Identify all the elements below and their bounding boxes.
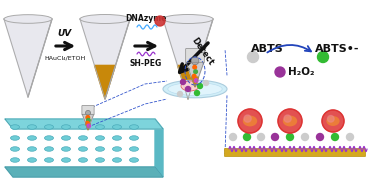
Circle shape: [192, 74, 196, 78]
Polygon shape: [86, 124, 90, 130]
Circle shape: [181, 80, 186, 84]
FancyBboxPatch shape: [224, 149, 365, 156]
Ellipse shape: [27, 158, 36, 162]
Polygon shape: [95, 65, 115, 99]
Circle shape: [197, 84, 203, 88]
Polygon shape: [177, 65, 198, 99]
Ellipse shape: [112, 158, 121, 162]
Ellipse shape: [95, 158, 105, 162]
Circle shape: [243, 133, 250, 140]
Ellipse shape: [79, 136, 88, 140]
Ellipse shape: [79, 125, 88, 129]
Circle shape: [194, 79, 198, 82]
Ellipse shape: [45, 158, 53, 162]
Circle shape: [247, 51, 259, 63]
Ellipse shape: [45, 136, 53, 140]
Ellipse shape: [243, 116, 257, 126]
Text: ABTS: ABTS: [251, 44, 283, 54]
Polygon shape: [5, 167, 163, 177]
Circle shape: [286, 133, 293, 140]
Circle shape: [322, 110, 344, 132]
Polygon shape: [4, 19, 52, 97]
Circle shape: [316, 133, 324, 140]
Ellipse shape: [62, 136, 70, 140]
Ellipse shape: [95, 136, 105, 140]
Circle shape: [244, 115, 251, 122]
Circle shape: [230, 133, 236, 140]
Polygon shape: [191, 77, 198, 87]
Ellipse shape: [4, 15, 52, 23]
Ellipse shape: [62, 147, 70, 151]
Circle shape: [86, 116, 90, 119]
Circle shape: [347, 133, 354, 140]
Text: UV: UV: [58, 29, 72, 38]
Ellipse shape: [129, 136, 138, 140]
Ellipse shape: [129, 147, 138, 151]
Ellipse shape: [112, 147, 121, 151]
Circle shape: [302, 133, 309, 140]
Ellipse shape: [326, 116, 339, 126]
Ellipse shape: [168, 83, 222, 95]
FancyBboxPatch shape: [82, 105, 94, 115]
Ellipse shape: [95, 125, 105, 129]
Ellipse shape: [27, 125, 36, 129]
Ellipse shape: [45, 125, 53, 129]
Polygon shape: [80, 19, 130, 65]
Circle shape: [191, 57, 199, 65]
Circle shape: [193, 65, 197, 69]
Circle shape: [85, 110, 91, 115]
Circle shape: [284, 115, 291, 122]
Ellipse shape: [283, 116, 297, 126]
Ellipse shape: [10, 136, 20, 140]
Ellipse shape: [45, 147, 53, 151]
Ellipse shape: [62, 158, 70, 162]
Circle shape: [194, 91, 200, 95]
Text: H₂O₂: H₂O₂: [288, 67, 315, 77]
Polygon shape: [155, 119, 163, 177]
Circle shape: [272, 133, 279, 140]
Circle shape: [204, 81, 209, 85]
Ellipse shape: [181, 81, 199, 91]
Circle shape: [86, 121, 89, 125]
Ellipse shape: [10, 147, 20, 151]
Polygon shape: [5, 119, 163, 129]
Text: DNAzyme: DNAzyme: [125, 14, 167, 23]
Circle shape: [318, 51, 328, 63]
Ellipse shape: [79, 158, 88, 162]
Circle shape: [87, 124, 91, 128]
Ellipse shape: [80, 15, 130, 23]
Circle shape: [86, 119, 90, 122]
Ellipse shape: [27, 147, 36, 151]
Ellipse shape: [79, 147, 88, 151]
Text: HAuCl₄/ETOH: HAuCl₄/ETOH: [45, 56, 86, 61]
Ellipse shape: [62, 125, 70, 129]
Ellipse shape: [129, 125, 138, 129]
Ellipse shape: [27, 136, 36, 140]
Text: ABTS•-: ABTS•-: [315, 44, 359, 54]
Circle shape: [328, 115, 334, 122]
Circle shape: [257, 133, 265, 140]
Ellipse shape: [10, 125, 20, 129]
Text: Detect: Detect: [189, 36, 215, 68]
Circle shape: [278, 109, 302, 133]
Circle shape: [155, 16, 165, 26]
Polygon shape: [163, 19, 213, 65]
Polygon shape: [82, 114, 93, 124]
Polygon shape: [186, 62, 204, 77]
Circle shape: [275, 67, 285, 77]
Circle shape: [177, 91, 183, 97]
Ellipse shape: [112, 136, 121, 140]
Ellipse shape: [163, 80, 227, 98]
Ellipse shape: [129, 158, 138, 162]
Circle shape: [332, 133, 338, 140]
Ellipse shape: [163, 15, 213, 23]
FancyBboxPatch shape: [186, 49, 204, 63]
Ellipse shape: [95, 147, 105, 151]
Text: SH-PEG: SH-PEG: [130, 59, 162, 68]
Ellipse shape: [10, 158, 20, 162]
Circle shape: [186, 87, 190, 91]
Ellipse shape: [112, 125, 121, 129]
Circle shape: [194, 70, 197, 74]
Circle shape: [238, 109, 262, 133]
